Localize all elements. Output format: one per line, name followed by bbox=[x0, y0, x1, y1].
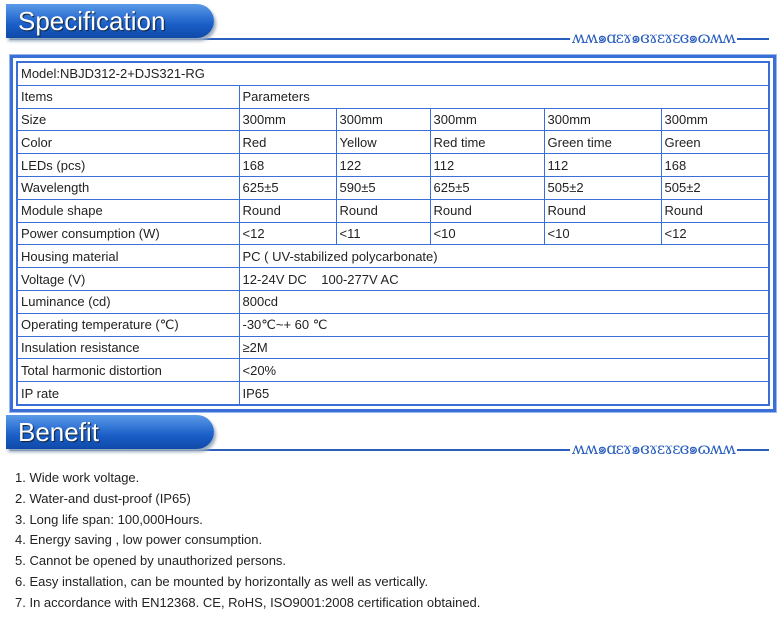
header-cell: Parameters bbox=[238, 84, 770, 109]
section-tab: Benefit bbox=[6, 415, 214, 449]
table-row: Module shape Round Round Round Round Round bbox=[16, 198, 770, 223]
value-cell: Round bbox=[238, 198, 337, 223]
row-label: Module shape bbox=[16, 198, 240, 223]
value-cell: 505±2 bbox=[543, 176, 662, 200]
list-item: 4. Energy saving , low power consumption… bbox=[15, 532, 263, 548]
list-item: 1. Wide work voltage. bbox=[15, 470, 140, 485]
value-cell: <10 bbox=[543, 221, 662, 246]
section-tab: Specification bbox=[6, 4, 214, 38]
table-row: IP rate IP65 bbox=[16, 381, 770, 406]
list-item: 7. In accordance with EN12368. CE, RoHS,… bbox=[15, 594, 481, 610]
value-cell: 122 bbox=[335, 153, 431, 177]
table-row: Color Red Yellow Red time Green time Green bbox=[16, 130, 770, 155]
value-cell: Red bbox=[238, 130, 337, 155]
table-row: Items Parameters bbox=[16, 84, 770, 109]
table-row: Size 300mm 300mm 300mm 300mm 300mm bbox=[16, 107, 770, 132]
value-cell: 300mm bbox=[335, 107, 431, 132]
value-cell: 300mm bbox=[660, 107, 770, 132]
list-item: 2. Water-and dust-proof (IP65) bbox=[15, 490, 191, 506]
table-row: Wavelength 625±5 590±5 625±5 505±2 505±2 bbox=[16, 176, 770, 200]
value-cell: -30℃~+ 60 ℃ bbox=[238, 312, 770, 337]
table-row: Power consumption (W) <12 <11 <10 <10 <12 bbox=[16, 221, 770, 246]
ornament-icon: ʍʍ๑ɑɛɤ๑ɞɤɛɤɛɞ๑ɷʍʍ bbox=[569, 26, 737, 51]
row-label: Color bbox=[16, 130, 240, 155]
table-row: Insulation resistance ≥2M bbox=[16, 335, 770, 360]
row-label: LEDs (pcs) bbox=[16, 153, 240, 177]
value-cell: 12-24V DC 100-277V AC bbox=[238, 267, 770, 291]
ornament-icon: ʍʍ๑ɑɛɤ๑ɞɤɛɤɛɞ๑ɷʍʍ bbox=[569, 437, 737, 462]
value-cell: ≥2M bbox=[238, 335, 770, 360]
benefit-list: 1. Wide work voltage. 2. Water-and dust-p… bbox=[15, 468, 480, 614]
value-cell: 112 bbox=[543, 153, 662, 177]
table-row: Total harmonic distortion <20% bbox=[16, 358, 770, 383]
value-cell: 505±2 bbox=[660, 176, 770, 200]
value-cell: IP65 bbox=[238, 381, 770, 406]
row-label: Housing material bbox=[16, 244, 240, 269]
row-label: Total harmonic distortion bbox=[16, 358, 240, 383]
model-cell: Model:NBJD312-2+DJS321-RG bbox=[16, 61, 770, 86]
value-cell: 590±5 bbox=[335, 176, 431, 200]
value-cell: Round bbox=[660, 198, 770, 223]
table-row: Model:NBJD312-2+DJS321-RG bbox=[16, 61, 770, 86]
divider bbox=[10, 449, 769, 451]
value-cell: 625±5 bbox=[429, 176, 545, 200]
value-cell: <20% bbox=[238, 358, 770, 383]
row-label: Size bbox=[16, 107, 240, 132]
value-cell: 300mm bbox=[429, 107, 545, 132]
header-cell: Items bbox=[16, 84, 240, 109]
row-label: Operating temperature (℃) bbox=[16, 312, 240, 337]
table-row: LEDs (pcs) 168 122 112 112 168 bbox=[16, 153, 770, 177]
list-item: 3. Long life span: 100,000Hours. bbox=[15, 511, 203, 527]
value-cell: 168 bbox=[238, 153, 337, 177]
row-label: Insulation resistance bbox=[16, 335, 240, 360]
value-cell: 300mm bbox=[238, 107, 337, 132]
value-cell: Green time bbox=[543, 130, 662, 155]
value-cell: <12 bbox=[660, 221, 770, 246]
value-cell: 625±5 bbox=[238, 176, 337, 200]
spec-table-frame: Model:NBJD312-2+DJS321-RG Items Parameter… bbox=[10, 55, 776, 412]
value-cell: Red time bbox=[429, 130, 545, 155]
divider bbox=[10, 38, 769, 40]
value-cell: 112 bbox=[429, 153, 545, 177]
row-label: Luminance (cd) bbox=[16, 289, 240, 314]
row-label: IP rate bbox=[16, 381, 240, 406]
section-title: Specification bbox=[18, 6, 166, 36]
value-cell: <12 bbox=[238, 221, 337, 246]
table-row: Voltage (V) 12-24V DC 100-277V AC bbox=[16, 267, 770, 291]
value-cell: 168 bbox=[660, 153, 770, 177]
value-cell: Round bbox=[335, 198, 431, 223]
table-row: Housing material PC ( UV-stabilized polyc… bbox=[16, 244, 770, 269]
specification-banner: ʍʍ๑ɑɛɤ๑ɞɤɛɤɛɞ๑ɷʍʍ Specification bbox=[0, 0, 777, 51]
table-row: Operating temperature (℃) -30℃~+ 60 ℃ bbox=[16, 312, 770, 337]
value-cell: Yellow bbox=[335, 130, 431, 155]
section-title: Benefit bbox=[18, 417, 99, 447]
value-cell: <10 bbox=[429, 221, 545, 246]
row-label: Voltage (V) bbox=[16, 267, 240, 291]
value-cell: <11 bbox=[335, 221, 431, 246]
list-item: 6. Easy installation, can be mounted by … bbox=[15, 573, 429, 589]
spec-table: Model:NBJD312-2+DJS321-RG Items Parameter… bbox=[16, 61, 770, 406]
list-item: 5. Cannot be opened by unauthorized pers… bbox=[15, 553, 287, 569]
value-cell: 800cd bbox=[238, 289, 770, 314]
value-cell: Green bbox=[660, 130, 770, 155]
value-cell: 300mm bbox=[543, 107, 662, 132]
row-label: Power consumption (W) bbox=[16, 221, 240, 246]
row-label: Wavelength bbox=[16, 176, 240, 200]
table-row: Luminance (cd) 800cd bbox=[16, 289, 770, 314]
value-cell: Round bbox=[543, 198, 662, 223]
benefit-banner: ʍʍ๑ɑɛɤ๑ɞɤɛɤɛɞ๑ɷʍʍ Benefit bbox=[0, 411, 777, 462]
value-cell: Round bbox=[429, 198, 545, 223]
value-cell: PC ( UV-stabilized polycarbonate) bbox=[238, 244, 770, 269]
